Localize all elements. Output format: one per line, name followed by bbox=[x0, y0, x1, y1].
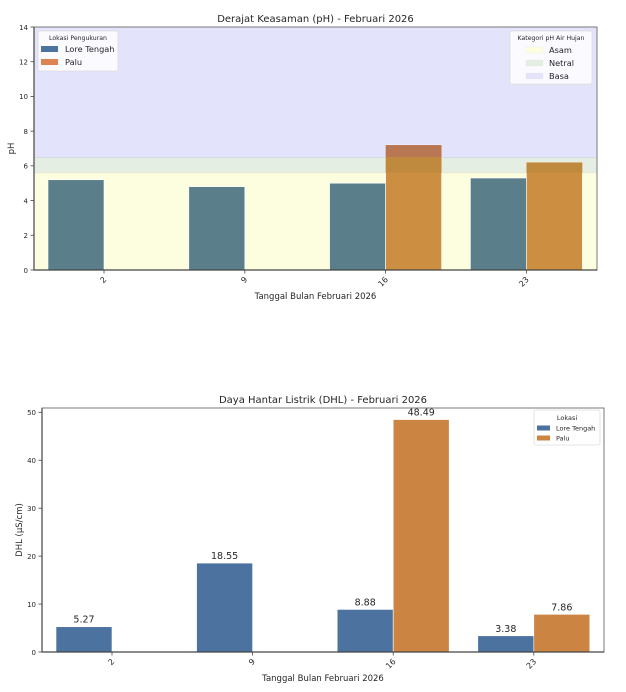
y-tick-label: 0 bbox=[24, 267, 28, 275]
data-label: 5.27 bbox=[73, 615, 94, 626]
x-tick-label: 23 bbox=[525, 657, 539, 671]
y-tick-label: 4 bbox=[24, 197, 29, 205]
bar-palu-23 bbox=[526, 162, 583, 271]
legend-label: Palu bbox=[556, 435, 570, 443]
legend-swatch-basa bbox=[525, 72, 544, 80]
legend-label: Palu bbox=[65, 57, 82, 67]
legend-swatch-palu bbox=[41, 59, 58, 65]
x-tick-label: 2 bbox=[98, 275, 108, 285]
x-tick-label: 9 bbox=[239, 275, 249, 285]
bar-palu-23 bbox=[533, 614, 591, 653]
y-tick-label: 20 bbox=[27, 553, 36, 561]
data-label: 8.88 bbox=[355, 597, 376, 608]
y-tick-label: 50 bbox=[27, 409, 36, 417]
y-tick-label: 0 bbox=[32, 649, 36, 657]
legend-title: Kategori pH Air Hujan bbox=[518, 35, 585, 42]
legend-box bbox=[509, 30, 593, 85]
bar-lore-tengah-9 bbox=[196, 562, 253, 653]
legend-lokasi: Lokasi Lore Tengah Palu bbox=[533, 409, 601, 446]
bar-overlap-basa bbox=[385, 145, 442, 158]
y-tick-label: 10 bbox=[19, 93, 28, 101]
bar-lore-tengah-2 bbox=[47, 179, 105, 271]
legend-kategori-ph: Kategori pH Air Hujan Asam Netral Basa bbox=[509, 30, 593, 85]
bar-lore-tengah-23 bbox=[477, 635, 535, 653]
x-axis-label: Tanggal Bulan Februari 2026 bbox=[254, 292, 377, 302]
x-tick-label: 16 bbox=[384, 657, 398, 671]
legend-swatch-lore-tengah bbox=[537, 425, 550, 431]
legend-title: Lokasi Pengukuran bbox=[49, 35, 107, 42]
legend-label: Lore Tengah bbox=[65, 44, 115, 54]
y-tick-label: 40 bbox=[27, 457, 36, 465]
y-axis-label: DHL (µS/cm) bbox=[15, 503, 25, 557]
legend-swatch-palu bbox=[537, 435, 550, 441]
data-label: 7.86 bbox=[551, 602, 572, 613]
band-basa bbox=[34, 27, 597, 158]
data-label: 48.49 bbox=[408, 408, 435, 419]
y-tick-label: 2 bbox=[24, 232, 28, 240]
y-tick-label: 8 bbox=[24, 128, 28, 136]
x-tick-label: 2 bbox=[106, 657, 116, 667]
x-axis-label: Tanggal Bulan Februari 2026 bbox=[261, 674, 384, 684]
legend-swatch-asam bbox=[525, 46, 544, 54]
bar-overlap-netral bbox=[526, 162, 583, 173]
bar-lore-tengah-2 bbox=[55, 626, 113, 653]
legend-label: Asam bbox=[549, 45, 572, 55]
bar-overlap-netral bbox=[385, 157, 442, 173]
y-tick-label: 10 bbox=[27, 601, 36, 609]
bar-lore-tengah-16 bbox=[336, 609, 394, 653]
legend-lokasi-pengukuran: Lokasi Pengukuran Lore Tengah Palu bbox=[37, 30, 119, 72]
legend-title: Lokasi bbox=[557, 414, 578, 422]
chart-ph: 0 2 4 6 8 10 12 14 2 9 16 23 Derajat Keasaman (pH) -… bbox=[7, 14, 598, 302]
data-label: 3.38 bbox=[495, 624, 516, 635]
data-label: 18.55 bbox=[211, 551, 238, 562]
band-netral bbox=[34, 157, 597, 173]
legend-label: Basa bbox=[549, 71, 569, 81]
bar-lore-tengah-9 bbox=[188, 186, 246, 271]
bar-lore-tengah-23 bbox=[470, 177, 527, 271]
legend-swatch-lore-tengah bbox=[41, 46, 58, 52]
bar-palu-16 bbox=[392, 419, 450, 653]
y-axis-label: pH bbox=[7, 143, 17, 155]
chart-dhl: 5.27 18.55 8.88 3.38 48.49 7.86 0 10 20 30 40 50 2 9 1… bbox=[15, 395, 605, 684]
x-tick-label: 16 bbox=[376, 275, 390, 289]
y-tick-label: 14 bbox=[19, 24, 28, 32]
x-tick-label: 9 bbox=[247, 657, 257, 667]
chart-title: Daya Hantar Listrik (DHL) - Februari 202… bbox=[219, 395, 427, 406]
axes-frame bbox=[41, 407, 605, 653]
y-tick-label: 12 bbox=[19, 59, 28, 67]
y-tick-label: 30 bbox=[27, 505, 36, 513]
chart-title: Derajat Keasaman (pH) - Februari 2026 bbox=[217, 14, 414, 25]
bar-lore-tengah-16 bbox=[329, 182, 386, 271]
legend-swatch-netral bbox=[525, 59, 544, 67]
y-tick-label: 6 bbox=[24, 163, 29, 171]
legend-label: Netral bbox=[549, 58, 574, 68]
legend-label: Lore Tengah bbox=[556, 425, 595, 433]
legend-box bbox=[533, 409, 601, 446]
x-tick-label: 23 bbox=[517, 275, 531, 289]
